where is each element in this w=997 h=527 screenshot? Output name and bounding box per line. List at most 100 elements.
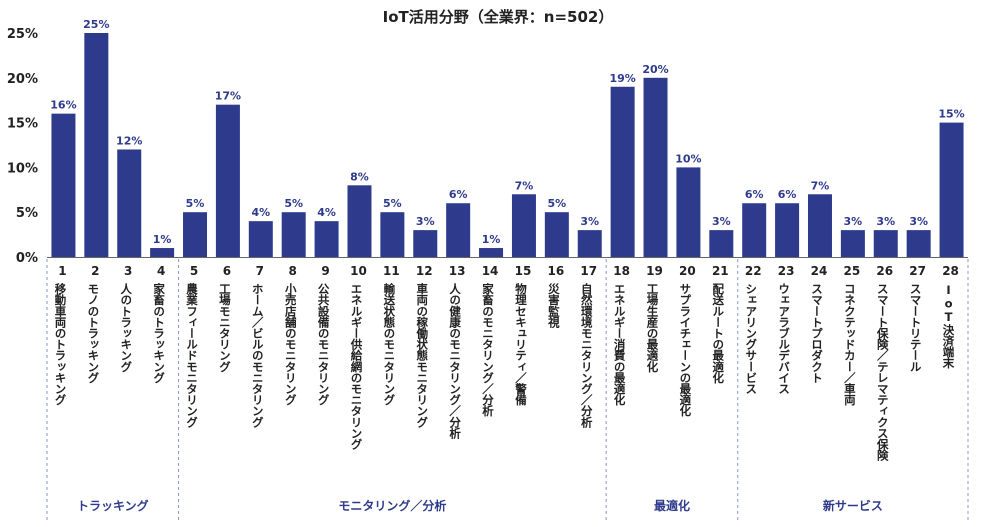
category-label: 工場モニタリング: [218, 283, 232, 372]
bar: [709, 230, 734, 257]
category-label: ホーム／ビルのモニタリング: [251, 283, 265, 427]
group-label: トラッキング: [77, 498, 149, 513]
category-label: 災害監視: [547, 283, 561, 328]
bar: [150, 248, 175, 257]
data-label: 5%: [547, 197, 566, 210]
category-label: モノのトラッキング: [86, 283, 100, 383]
bar: [314, 221, 339, 257]
bar: [511, 194, 536, 257]
data-label: 6%: [745, 188, 764, 201]
data-label: 16%: [50, 99, 76, 112]
category-label: 自然環境モニタリング／分析: [580, 282, 594, 428]
data-label: 3%: [712, 215, 731, 228]
data-label: 5%: [383, 197, 402, 210]
data-label: 4%: [317, 206, 336, 219]
data-label: 6%: [449, 188, 468, 201]
data-label: 8%: [350, 170, 369, 183]
data-label: 1%: [153, 233, 172, 246]
bar: [775, 203, 800, 257]
category-number: 20: [679, 264, 696, 278]
category-label: 家畜のトラッキング: [152, 282, 166, 383]
group-label: モニタリング／分析: [338, 498, 446, 513]
category-number: 17: [580, 264, 597, 278]
data-label: 20%: [642, 63, 668, 76]
category-label: 車両の稼働状態モニタリング: [415, 282, 429, 427]
group-label: 新サービス: [823, 498, 883, 513]
category-label: 配送ルートの最適化: [711, 282, 725, 384]
data-label: 5%: [186, 197, 205, 210]
bar: [873, 230, 898, 257]
data-label: 3%: [909, 215, 928, 228]
category-number: 25: [844, 264, 861, 278]
category-number: 6: [223, 264, 231, 278]
category-number: 3: [124, 264, 132, 278]
data-label: 5%: [284, 197, 303, 210]
category-label: 家畜のモニタリング／分析: [481, 282, 495, 417]
data-label: 4%: [251, 206, 270, 219]
category-number: 19: [646, 264, 663, 278]
data-label: 17%: [215, 90, 241, 103]
data-label: 6%: [778, 188, 797, 201]
category-label: 小売店舗のモニタリング: [284, 282, 298, 405]
category-label: サプライチェーンの最適化: [678, 283, 692, 417]
category-number: 26: [876, 264, 893, 278]
category-number: 21: [712, 264, 729, 278]
category-label: 公共設備のモニタリング: [317, 283, 331, 405]
category-number: 2: [91, 264, 99, 278]
category-label: 農業フィールドモニタリング: [185, 282, 199, 427]
category-number: 15: [515, 264, 532, 278]
category-number: 1: [58, 264, 66, 278]
bar: [84, 33, 109, 257]
y-tick-label: 20%: [7, 72, 38, 87]
data-label: 3%: [876, 215, 895, 228]
category-label: 人の健康のモニタリング／分析: [448, 282, 462, 439]
category-number: 7: [256, 264, 264, 278]
category-label: エネルギー供給網のモニタリング: [349, 283, 363, 450]
category-number: 14: [482, 264, 499, 278]
category-label: スマートプロダクト: [810, 283, 824, 383]
bar: [676, 167, 701, 257]
category-number: 13: [449, 264, 466, 278]
y-tick-label: 25%: [7, 27, 38, 42]
labels-layer: 16% 25% 12% 1% 5% 17% 4% 5% 4% 8% 5% 3% 6% 1% 7% 5% 3% 19…: [50, 18, 964, 246]
category-number: 4: [157, 264, 165, 278]
group-label: 最適化: [654, 498, 690, 513]
category-label: 物理セキュリティ／警備: [514, 282, 528, 406]
category-number: 28: [942, 264, 959, 278]
y-tick-label: 15%: [7, 117, 38, 132]
bar: [610, 86, 635, 257]
bars-layer: [51, 33, 964, 258]
category-label: 輸送状態のモニタリング: [382, 282, 396, 405]
chart-title: IoT活用分野（全業界：n=502）: [383, 8, 614, 26]
bar: [248, 221, 273, 257]
category-number: 11: [383, 264, 400, 278]
bar: [215, 104, 240, 258]
category-label: シェアリングサービス: [744, 283, 758, 394]
category-number: 8: [289, 264, 297, 278]
y-tick-label: 0%: [16, 251, 38, 266]
bar: [347, 185, 372, 257]
bar: [544, 212, 569, 257]
bar: [281, 212, 306, 257]
data-label: 10%: [675, 152, 701, 165]
data-label: 7%: [515, 179, 534, 192]
data-label: 12%: [116, 134, 142, 147]
category-label: コネクテッドカー／車両: [843, 283, 857, 406]
bar: [577, 230, 602, 257]
category-number: 27: [909, 264, 926, 278]
category-label: IoT決済端末: [942, 283, 956, 369]
data-label: 3%: [416, 215, 435, 228]
bar: [807, 194, 832, 257]
data-label: 15%: [938, 108, 964, 121]
bar: [643, 77, 668, 257]
bar: [413, 230, 438, 257]
bar: [742, 203, 767, 257]
bar: [939, 122, 964, 257]
bar: [380, 212, 405, 257]
data-label: 7%: [811, 179, 830, 192]
axis-layer: 0% 5% 10% 15% 20% 25%: [7, 27, 968, 266]
bar: [446, 203, 471, 257]
data-label: 3%: [844, 215, 863, 228]
bar: [479, 248, 504, 257]
